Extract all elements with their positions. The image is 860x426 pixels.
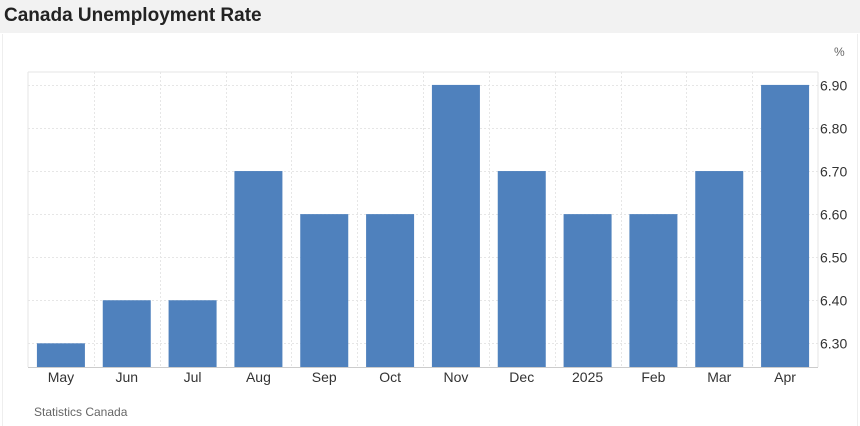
y-unit-label: % — [834, 45, 845, 59]
x-tick-label: Oct — [379, 369, 401, 385]
bar-2025 — [563, 214, 612, 367]
x-tick-label: Dec — [509, 369, 534, 385]
x-tick-label: Mar — [707, 369, 731, 385]
x-tick-label: Jul — [184, 369, 202, 385]
bar-mar — [695, 171, 744, 367]
source-label[interactable]: Statistics Canada — [34, 405, 128, 419]
x-tick-label: Jun — [115, 369, 138, 385]
y-tick-label: 6.40 — [820, 293, 847, 309]
x-tick-label: Feb — [641, 369, 665, 385]
bar-jul — [168, 300, 217, 367]
bar-nov — [431, 84, 480, 367]
bar-sep — [300, 214, 349, 367]
x-tick-label: 2025 — [572, 369, 603, 385]
x-tick-label: Apr — [774, 369, 796, 385]
y-tick-label: 6.60 — [820, 207, 847, 223]
bar-apr — [761, 84, 810, 367]
x-tick-label: Nov — [443, 369, 468, 385]
header-bar: Canada Unemployment Rate — [0, 0, 860, 33]
x-tick-label: Sep — [312, 369, 337, 385]
page-title: Canada Unemployment Rate — [4, 5, 262, 26]
bar-aug — [234, 171, 283, 367]
y-tick-label: 6.90 — [820, 78, 847, 94]
x-tick-label: May — [48, 369, 74, 385]
bar-oct — [366, 214, 415, 367]
bar-may — [36, 343, 85, 367]
chart-card — [2, 34, 858, 426]
bar-jun — [102, 300, 151, 367]
x-tick-label: Aug — [246, 369, 271, 385]
bar-dec — [497, 171, 546, 367]
y-tick-label: 6.70 — [820, 164, 847, 180]
y-tick-label: 6.50 — [820, 250, 847, 266]
y-tick-label: 6.80 — [820, 121, 847, 137]
bar-feb — [629, 214, 678, 367]
y-tick-label: 6.30 — [820, 336, 847, 352]
